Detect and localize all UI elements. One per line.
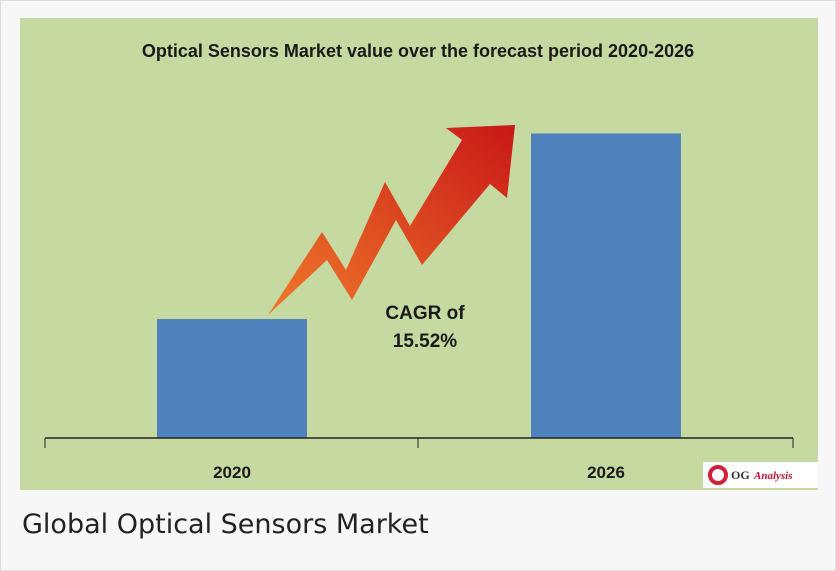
x-tick-label: 2020 [213,463,251,482]
chart-title: Optical Sensors Market value over the fo… [118,38,718,65]
caption: Global Optical Sensors Market [22,509,429,540]
logo-mark: OG [731,468,750,482]
bar [157,319,307,438]
annotation-box: CAGR of 15.52% [360,300,490,370]
title-box: Optical Sensors Market value over the fo… [100,38,736,98]
logo-icon [710,467,726,483]
chart: Optical Sensors Market value over the fo… [0,0,836,571]
bar [531,133,681,438]
page: Optical Sensors Market value over the fo… [0,0,836,571]
cagr-annotation: CAGR of 15.52% [375,300,475,356]
logo-text: Analysis [753,470,793,482]
x-tick-label: 2026 [587,463,625,482]
